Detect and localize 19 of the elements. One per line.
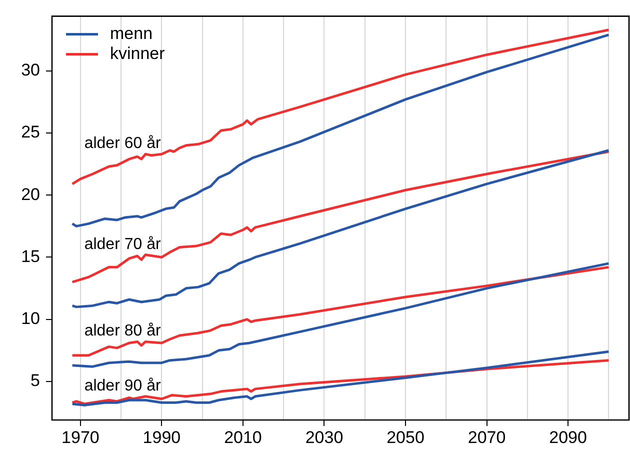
x-tick-label: 1990	[142, 428, 181, 447]
y-tick-label: 30	[21, 60, 40, 80]
y-tick-label: 20	[21, 184, 40, 204]
y-tick-label: 15	[21, 246, 40, 266]
x-tick-label: 2050	[386, 428, 424, 447]
annotation: alder 60 år	[84, 135, 162, 152]
y-tick-label: 25	[21, 122, 40, 142]
x-tick-label: 2010	[224, 428, 262, 447]
x-tick-label: 2030	[305, 428, 344, 447]
x-tick-label: 1970	[62, 428, 100, 447]
annotation: alder 80 år	[84, 322, 162, 340]
x-tick-label: 2070	[468, 428, 506, 447]
x-tick-label: 2090	[549, 428, 587, 447]
annotation: alder 90 år	[84, 377, 162, 394]
y-tick-label: 5	[30, 371, 40, 390]
y-tick-label: 10	[21, 309, 40, 328]
legend-label: kvinner	[110, 44, 166, 63]
legend-label: menn	[110, 24, 153, 43]
annotation: alder 70 år	[84, 236, 162, 253]
